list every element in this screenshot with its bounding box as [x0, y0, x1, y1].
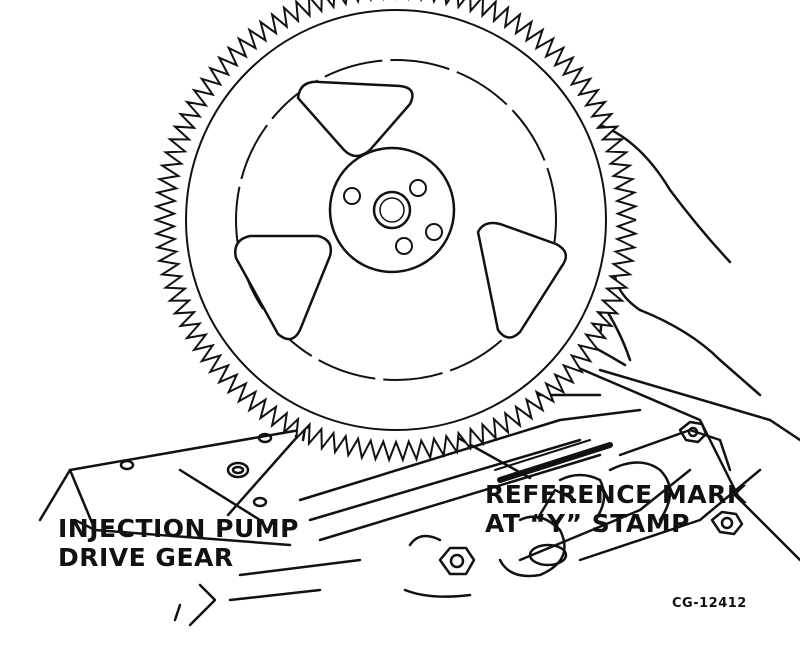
gear-bolt-hole-1 [343, 187, 361, 205]
gear-bolt-hole-4 [395, 237, 413, 255]
gear-rim [185, 9, 607, 431]
gear-label-line-1: INJECTION PUMP [58, 514, 300, 543]
gear-window-3 [476, 221, 568, 339]
figure-id: CG-12412 [672, 596, 747, 611]
gear-window-2 [234, 234, 332, 341]
reference-mark-label: REFERENCE MARK AT “Y” STAMP [485, 480, 747, 538]
gear-center-bore-inner [379, 197, 405, 223]
hex-bolt-right [678, 420, 744, 536]
gear-bolt-hole-2 [409, 179, 427, 197]
mark-label-line-2: AT “Y” STAMP [485, 509, 690, 538]
linkage-bolt [403, 488, 577, 598]
gear-bolt-hole-3 [425, 223, 443, 241]
gear-label: INJECTION PUMP DRIVE GEAR [58, 514, 299, 572]
leader-line-gear [226, 426, 307, 517]
gear-window-1 [296, 80, 414, 158]
gear-label-line-2: DRIVE GEAR [58, 543, 234, 572]
injection-pump-drive-gear [152, 0, 639, 463]
gear-web-edge [235, 59, 557, 381]
mark-label-line-1: REFERENCE MARK [485, 480, 747, 509]
